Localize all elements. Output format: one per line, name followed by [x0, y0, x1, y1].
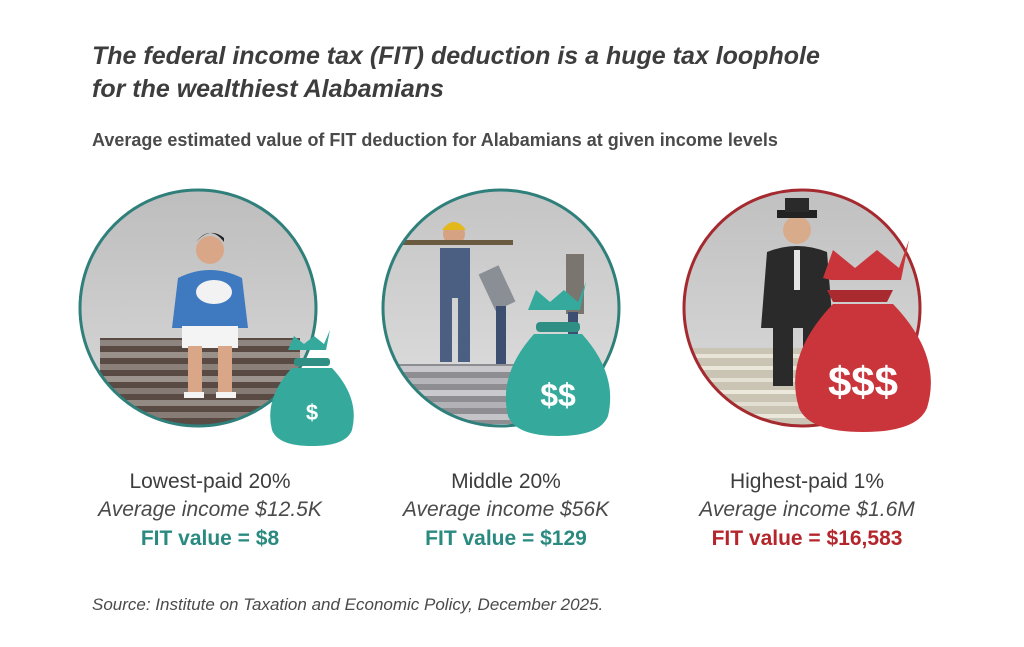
money-bag-label: $	[306, 400, 318, 425]
money-bag-icon: $$	[505, 282, 611, 436]
income-label: Average income $56K	[402, 498, 610, 521]
title-line-2: for the wealthiest Alabamians	[92, 75, 444, 103]
group-label: Highest-paid 1%	[729, 470, 885, 493]
woman-figure-icon	[172, 232, 248, 398]
illustration-highest-paid: $$$	[657, 188, 957, 448]
source-note: Source: Institute on Taxation and Econom…	[92, 595, 604, 614]
photo-circle-businessman: $$$	[682, 188, 931, 432]
illustration-lowest-paid: $	[60, 188, 360, 448]
income-label: Average income $1.6M	[699, 498, 915, 521]
title-line-1: The federal income tax (FIT) deduction i…	[92, 42, 820, 70]
income-label: Average income $12.5K	[98, 498, 322, 521]
caption-lowest-paid: Lowest-paid 20% Average income $12.5K FI…	[60, 468, 360, 554]
caption-highest-paid: Highest-paid 1% Average income $1.6M FIT…	[657, 468, 957, 554]
group-label: Middle 20%	[451, 470, 561, 493]
illustration-middle: $$	[356, 188, 656, 448]
photo-circle-woman-with-baby: $	[78, 188, 354, 446]
photo-circle-workers: $$	[381, 188, 621, 436]
fit-value: FIT value = $8	[140, 527, 280, 550]
panel-highest-paid: $$$ Highest-paid 1% Average income $1.6M…	[657, 188, 957, 554]
panel-middle: $$ Middle 20% Average income $56K FIT va…	[356, 188, 656, 554]
chart-subtitle: Average estimated value of FIT deduction…	[92, 130, 778, 150]
money-bag-label: $$	[540, 377, 576, 413]
money-bag-icon: $$$	[795, 240, 931, 432]
group-label: Lowest-paid 20%	[129, 470, 291, 493]
money-bag-label: $$$	[828, 358, 898, 405]
money-bag-icon: $	[270, 330, 354, 446]
caption-middle: Middle 20% Average income $56K FIT value…	[356, 468, 656, 554]
chart-title: The federal income tax (FIT) deduction i…	[92, 40, 952, 106]
fit-value: FIT value = $16,583	[711, 527, 903, 550]
fit-value: FIT value = $129	[425, 527, 587, 550]
panel-lowest-paid: $ Lowest-paid 20% Average income $12.5K …	[60, 188, 360, 554]
